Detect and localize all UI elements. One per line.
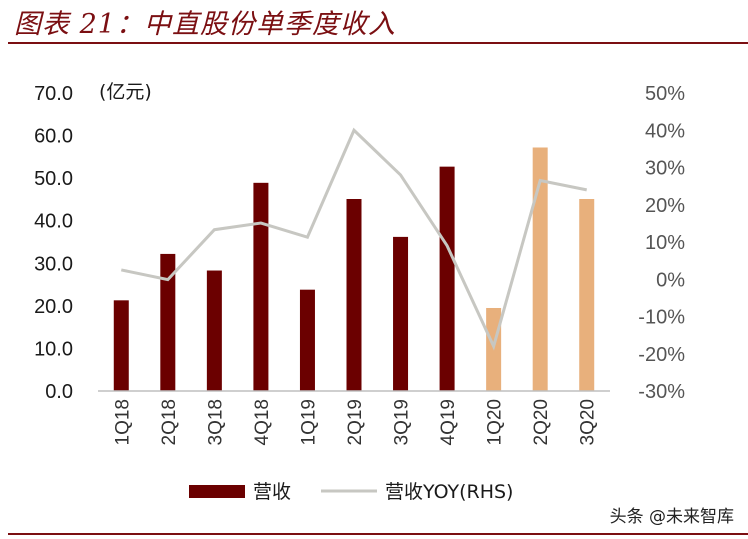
- bar: [393, 236, 409, 391]
- bar: [346, 199, 362, 391]
- left-tick-label: 10.0: [34, 338, 73, 360]
- left-tick-label: 30.0: [34, 253, 73, 275]
- right-tick-label: 10%: [645, 232, 685, 254]
- bar: [206, 270, 222, 391]
- figure-title: 图表 21：中直股份单季度收入: [14, 9, 396, 40]
- bar: [299, 289, 315, 391]
- right-tick-label: 30%: [645, 158, 685, 180]
- left-axis: 0.0 10.0 20.0 30.0 40.0 50.0 60.0 70.0: [34, 83, 73, 403]
- bar-series: [113, 147, 595, 391]
- legend-bar-swatch: [189, 485, 245, 498]
- category-labels: 1Q18 2Q18 3Q18 4Q18 1Q19 2Q19 3Q19 4Q19 1Q20 2Q20…: [112, 399, 598, 445]
- right-tick-label: 40%: [645, 120, 685, 142]
- bar: [579, 199, 595, 391]
- title-rule: [8, 42, 748, 44]
- right-tick-label: 50%: [645, 83, 685, 105]
- category-label: 2Q18: [159, 399, 180, 445]
- legend: 营收 营收YOY(RHS): [189, 481, 513, 503]
- right-tick-label: -10%: [638, 307, 685, 329]
- bar: [160, 253, 176, 391]
- left-tick-label: 60.0: [34, 126, 73, 148]
- right-tick-label: 20%: [645, 195, 685, 217]
- right-tick-label: -30%: [638, 381, 685, 403]
- right-tick-label: -20%: [638, 344, 685, 366]
- legend-bar-label: 营收: [253, 481, 291, 503]
- category-label: 3Q19: [392, 399, 413, 445]
- unit-label: (亿元): [99, 81, 152, 103]
- left-tick-label: 20.0: [34, 296, 73, 318]
- watermark: 头条 @未来智库: [609, 507, 734, 527]
- category-label: 3Q18: [205, 399, 226, 445]
- bar: [439, 166, 455, 391]
- bar: [113, 300, 129, 391]
- left-tick-label: 50.0: [34, 168, 73, 190]
- right-axis: -30% -20% -10% 0% 10% 20% 30% 40% 50%: [638, 83, 685, 403]
- bar: [532, 147, 548, 391]
- right-tick-label: 0%: [656, 269, 685, 291]
- category-label: 2Q20: [531, 399, 552, 445]
- left-tick-label: 0.0: [45, 381, 73, 403]
- yoy-line: [120, 127, 588, 351]
- category-label: 1Q18: [112, 399, 133, 445]
- left-tick-label: 70.0: [34, 83, 73, 105]
- bottom-rule: [8, 533, 748, 535]
- category-label: 4Q19: [438, 399, 459, 445]
- category-label: 2Q19: [345, 399, 366, 445]
- category-label: 1Q20: [485, 399, 506, 445]
- category-label: 4Q18: [252, 399, 273, 445]
- bar: [253, 182, 269, 391]
- category-label: 1Q19: [298, 399, 319, 445]
- left-tick-label: 40.0: [34, 211, 73, 233]
- category-label: 3Q20: [578, 399, 599, 445]
- legend-line-label: 营收YOY(RHS): [385, 481, 513, 503]
